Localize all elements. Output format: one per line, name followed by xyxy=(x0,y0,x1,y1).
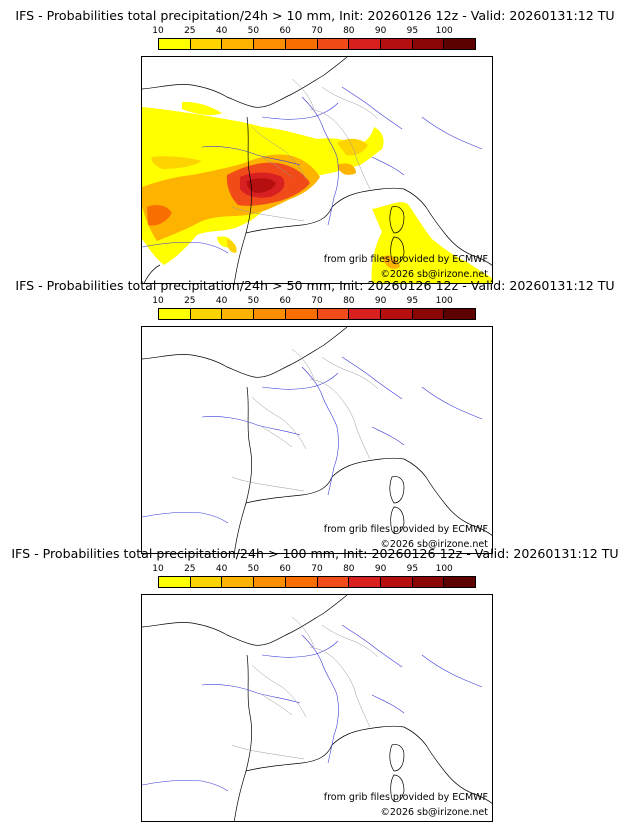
colorbar-tick-label: 25 xyxy=(184,564,196,574)
colorbar-tick-label: 95 xyxy=(406,296,419,306)
colorbar-tick-label: 90 xyxy=(374,296,387,306)
colorbar-cell xyxy=(412,577,445,587)
map-frame: from grib files provided by ECMWF ©2026 … xyxy=(141,56,493,284)
colorbar-cell xyxy=(190,39,223,49)
colorbar-ticks: 10 25 40 50 60 70 80 90 95 100 xyxy=(152,564,476,575)
colorbar-cell xyxy=(190,309,223,319)
coastlines xyxy=(142,595,492,821)
colorbar-cell xyxy=(412,309,445,319)
panel-title: IFS - Probabilities total precipitation/… xyxy=(11,546,619,561)
colorbar-tick-label: 40 xyxy=(215,26,228,36)
colorbar-tick-label: 80 xyxy=(343,564,355,574)
colorbar-ticks: 10 25 40 50 60 70 80 90 95 100 xyxy=(152,26,476,37)
copyright-credit: ©2026 sb@irizone.net xyxy=(380,269,488,280)
colorbar-cell xyxy=(317,39,350,49)
colorbar-cell xyxy=(444,309,476,319)
colorbar-cell xyxy=(380,309,413,319)
colorbar-cell xyxy=(317,577,350,587)
rivers xyxy=(142,86,483,254)
borders xyxy=(231,616,379,760)
colorbar-tick-label: 60 xyxy=(279,296,291,306)
colorbar-cell xyxy=(222,39,255,49)
colorbar-tick-label: 90 xyxy=(374,564,387,574)
copyright-credit: ©2026 sb@irizone.net xyxy=(380,807,488,818)
coastlines xyxy=(142,327,492,553)
source-credit: from grib files provided by ECMWF xyxy=(323,792,488,803)
colorbar-tick-label: 95 xyxy=(406,564,419,574)
colorbar-cell xyxy=(349,39,381,49)
colorbar-cell xyxy=(380,577,413,587)
borders xyxy=(231,78,379,222)
colorbar-cell xyxy=(190,577,223,587)
colorbar-ticks: 10 25 40 50 60 70 80 90 95 100 xyxy=(152,296,476,307)
colorbar-cell xyxy=(349,577,381,587)
panel-title: IFS - Probabilities total precipitation/… xyxy=(15,8,615,23)
colorbar-tick-label: 50 xyxy=(247,26,260,36)
colorbar-tick-label: 25 xyxy=(184,26,196,36)
map-frame: from grib files provided by ECMWF ©2026 … xyxy=(141,326,493,554)
map-panel-50mm: IFS - Probabilities total precipitation/… xyxy=(0,278,630,554)
colorbar-tick-label: 100 xyxy=(435,26,453,36)
colorbar-tick-label: 70 xyxy=(311,564,323,574)
colorbar xyxy=(158,576,476,588)
colorbar-cell xyxy=(159,577,191,587)
colorbar-cell xyxy=(254,39,286,49)
rivers xyxy=(142,624,483,792)
colorbar-cell xyxy=(159,309,191,319)
colorbar-cell xyxy=(285,309,318,319)
colorbar-tick-label: 10 xyxy=(152,296,164,306)
colorbar-tick-label: 80 xyxy=(343,26,355,36)
colorbar-cell xyxy=(317,309,350,319)
precip-map xyxy=(142,595,492,821)
colorbar-cell xyxy=(254,577,286,587)
colorbar xyxy=(158,38,476,50)
colorbar-cell xyxy=(254,309,286,319)
colorbar-tick-label: 100 xyxy=(435,564,453,574)
colorbar-tick-label: 60 xyxy=(279,26,291,36)
colorbar-tick-label: 25 xyxy=(184,296,196,306)
rivers xyxy=(142,356,483,524)
colorbar-tick-label: 90 xyxy=(374,26,387,36)
colorbar-cell xyxy=(444,577,476,587)
colorbar-cell xyxy=(285,39,318,49)
precip-map xyxy=(142,327,492,553)
colorbar-tick-label: 60 xyxy=(279,564,291,574)
precip-map xyxy=(142,57,492,283)
colorbar-cell xyxy=(222,309,255,319)
copyright-credit: ©2026 sb@irizone.net xyxy=(380,539,488,550)
colorbar-tick-label: 80 xyxy=(343,296,355,306)
source-credit: from grib files provided by ECMWF xyxy=(323,254,488,265)
colorbar-cell xyxy=(444,39,476,49)
coastlines xyxy=(142,57,492,283)
colorbar-tick-label: 100 xyxy=(435,296,453,306)
panel-title: IFS - Probabilities total precipitation/… xyxy=(15,278,615,293)
colorbar-tick-label: 50 xyxy=(247,296,260,306)
colorbar xyxy=(158,308,476,320)
colorbar-tick-label: 70 xyxy=(311,296,323,306)
colorbar-tick-label: 95 xyxy=(406,26,419,36)
colorbar-cell xyxy=(349,309,381,319)
map-frame: from grib files provided by ECMWF ©2026 … xyxy=(141,594,493,822)
source-credit: from grib files provided by ECMWF xyxy=(323,524,488,535)
colorbar-cell xyxy=(285,577,318,587)
colorbar-cell xyxy=(222,577,255,587)
borders xyxy=(231,348,379,492)
map-panel-100mm: IFS - Probabilities total precipitation/… xyxy=(0,546,630,822)
colorbar-tick-label: 40 xyxy=(215,296,228,306)
colorbar-tick-label: 70 xyxy=(311,26,323,36)
colorbar-tick-label: 10 xyxy=(152,26,164,36)
colorbar-tick-label: 40 xyxy=(215,564,228,574)
colorbar-tick-label: 50 xyxy=(247,564,260,574)
colorbar-tick-label: 10 xyxy=(152,564,164,574)
precip-field xyxy=(142,101,492,283)
map-panel-10mm: IFS - Probabilities total precipitation/… xyxy=(0,8,630,284)
colorbar-cell xyxy=(159,39,191,49)
colorbar-cell xyxy=(412,39,445,49)
colorbar-cell xyxy=(380,39,413,49)
